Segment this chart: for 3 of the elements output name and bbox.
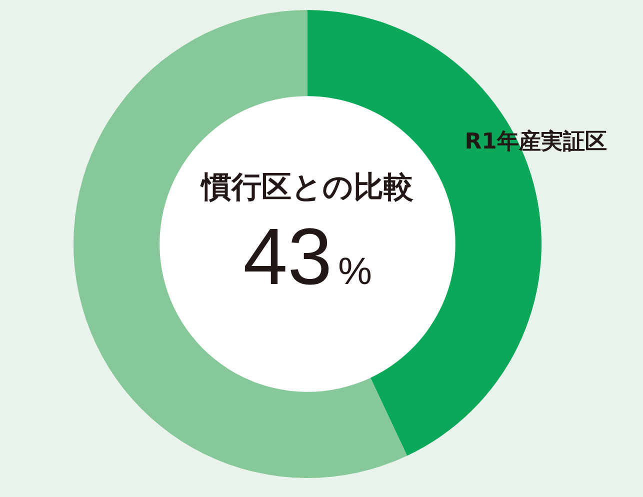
text: 43% xyxy=(243,212,372,301)
slice-label: R1年産実証区 xyxy=(464,128,607,155)
text: 慣行区との比較 xyxy=(200,170,414,205)
